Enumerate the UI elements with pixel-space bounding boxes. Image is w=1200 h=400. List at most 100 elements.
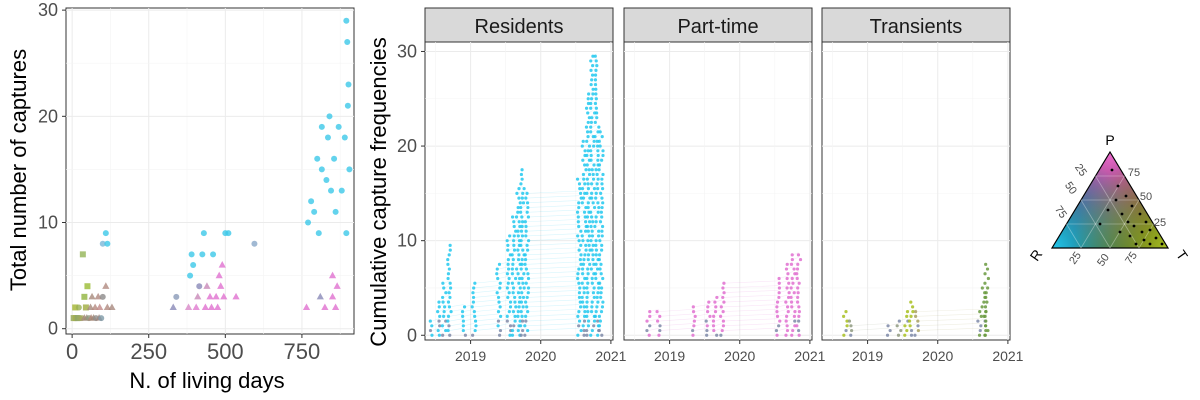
capture-point [516,328,520,333]
capture-trajectory-line [588,294,593,298]
capture-trajectory-line [694,327,709,331]
capture-trajectory-line [509,261,515,265]
capture-point [778,319,782,323]
capture-trajectory-line [438,308,445,312]
capture-point [516,314,520,318]
capture-point [909,314,913,318]
capture-point [797,314,801,318]
capture-point [581,262,586,266]
capture-point [599,262,603,266]
capture-point [524,224,528,229]
capture-point [581,272,585,276]
capture-trajectory-line [509,285,515,289]
capture-trajectory-line [588,285,593,289]
facet-y-tick-label: 20 [397,136,417,156]
capture-point [601,153,605,158]
capture-point [715,333,719,337]
capture-trajectory-line [694,323,709,327]
capture-trajectory-line [526,318,580,322]
scatter-y-tick-label: 30 [38,0,58,20]
capture-point [978,328,982,333]
capture-point [519,239,523,243]
capture-point [596,144,600,148]
capture-trajectory-line [584,186,589,189]
facet-y-tick-label: 30 [397,41,417,61]
scatter-x-tick-label: 0 [66,339,78,364]
capture-trajectory-line [526,214,580,218]
capture-trajectory-line [513,327,519,331]
capture-trajectory-line [526,252,580,256]
capture-point [601,201,605,205]
capture-point [437,300,441,304]
capture-trajectory-line [588,138,593,142]
capture-point [707,300,711,304]
capture-point [847,319,852,323]
capture-point [526,272,530,276]
capture-point [520,177,524,181]
capture-point [584,205,588,210]
capture-point [705,333,709,337]
capture-point [499,314,503,318]
capture-point [599,295,603,300]
capture-trajectory-line [787,313,794,317]
capture-point [498,328,503,333]
capture-point [597,328,601,333]
scatter-point-circle [190,261,197,268]
capture-point [592,187,597,191]
ternary-point [1124,194,1128,198]
capture-point [524,314,528,318]
capture-point [577,201,581,205]
capture-point [510,328,515,333]
scatter-point-circle [200,230,207,237]
scatter-plot-area [65,7,355,335]
capture-point [721,286,725,290]
capture-trajectory-line [588,275,593,279]
capture-point [592,324,596,328]
ternary-point [1134,242,1138,246]
capture-point [526,248,530,252]
capture-point [796,286,800,290]
capture-point [436,328,440,333]
scatter-point-triangle [88,292,96,300]
capture-point [512,248,517,252]
scatter-y-tick-label: 0 [48,319,58,339]
capture-point [575,177,580,181]
capture-point [508,300,513,304]
capture-point [512,243,516,247]
capture-point [577,248,581,252]
capture-trajectory-line [592,148,598,152]
facet-plot-area-part-time [623,41,813,341]
capture-trajectory-line [498,271,510,275]
capture-point [593,272,598,276]
capture-trajectory-line [474,308,499,312]
facet-content-part-time: 2019 2020 2021 [624,42,826,364]
capture-trajectory-line [522,266,527,270]
capture-point [600,182,604,186]
capture-point [897,319,901,323]
capture-point [597,139,601,143]
capture-point [579,196,583,200]
capture-trajectory-line [659,313,695,317]
ternary-outline [1050,150,1170,249]
capture-point [796,262,800,266]
capture-point [909,300,913,304]
capture-point [461,319,465,323]
capture-point [590,191,594,195]
capture-point [460,310,465,314]
capture-trajectory-line [792,285,799,289]
capture-trajectory-line [513,252,519,256]
capture-trajectory-line [584,157,589,161]
capture-point [590,215,594,219]
capture-point [600,205,604,210]
ternary-color-field [1052,152,1168,248]
capture-point [442,310,446,314]
capture-point [589,239,593,243]
capture-trajectory-line [916,313,980,317]
capture-point [600,229,604,233]
capture-point [586,291,590,295]
capture-point [598,144,602,148]
capture-trajectory-line [983,285,988,289]
scatter-point-circle [344,38,351,45]
capture-point [589,68,593,72]
capture-point [586,253,591,257]
